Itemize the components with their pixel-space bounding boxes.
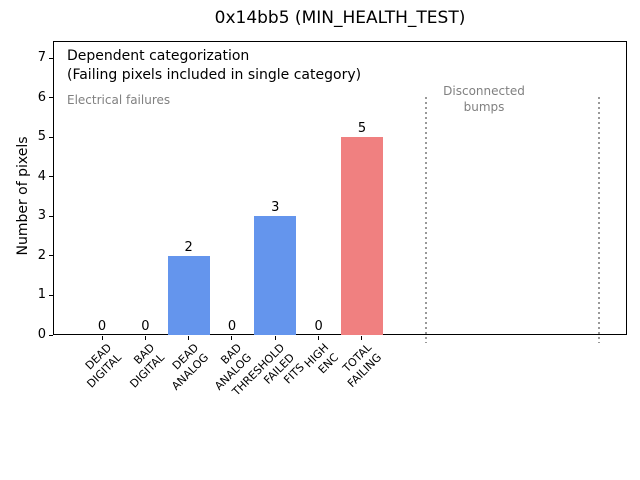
bar — [340, 137, 383, 335]
bar-value-label: 0 — [141, 319, 150, 334]
bar — [167, 255, 210, 335]
x-tick-mark — [231, 336, 233, 340]
y-axis-label: Number of pixels — [15, 136, 31, 256]
annotation-dependent-categorization-line2: (Failing pixels included in single categ… — [67, 67, 362, 83]
bar — [254, 216, 297, 335]
annotation-dependent-categorization-line1: Dependent categorization — [67, 48, 250, 64]
dotted-separator-line-left — [425, 97, 427, 343]
bar-value-label: 0 — [97, 319, 107, 334]
x-tick-mark — [274, 336, 276, 340]
y-tick-label: 4 — [37, 168, 46, 184]
y-tick-mark — [49, 97, 53, 99]
y-tick-label: 0 — [37, 327, 46, 342]
y-tick-mark — [49, 136, 53, 138]
y-tick-label: 3 — [37, 208, 46, 224]
y-tick-mark — [49, 215, 53, 217]
dotted-separator-line-right — [598, 97, 600, 343]
bar-value-label: 0 — [314, 319, 323, 334]
bar-value-label: 2 — [184, 239, 193, 255]
y-tick-label: 7 — [37, 50, 46, 66]
y-tick-label: 6 — [37, 89, 46, 105]
bar-value-label: 0 — [227, 319, 237, 334]
y-tick-mark — [49, 176, 53, 178]
x-tick-mark — [318, 336, 320, 340]
bar-value-label: 3 — [271, 200, 280, 216]
y-tick-mark — [49, 334, 53, 336]
bar-value-label: 5 — [357, 121, 367, 137]
x-tick-label: DEAD DIGITAL — [82, 341, 124, 391]
x-tick-label: BAD DIGITAL — [127, 341, 168, 391]
y-tick-label: 2 — [37, 247, 46, 263]
y-tick-mark — [49, 57, 53, 59]
x-tick-label: TOTAL FAILING — [340, 341, 384, 390]
annotation-disconnected-bumps-line1: Disconnected — [443, 84, 525, 98]
chart-title: 0x14bb5 (MIN_HEALTH_TEST) — [214, 8, 466, 28]
annotation-disconnected-bumps: Disconnected bumps — [443, 84, 525, 115]
y-tick-mark — [49, 294, 53, 296]
y-tick-label: 1 — [37, 287, 46, 303]
annotation-disconnected-bumps-line2: bumps — [463, 99, 505, 114]
y-tick-mark — [49, 255, 53, 257]
plot-area: Dependent categorization (Failing pixels… — [53, 41, 627, 343]
annotation-electrical-failures: Electrical failures — [67, 93, 171, 107]
x-tick-mark — [188, 336, 190, 340]
x-tick-label: HIGH ENC — [301, 341, 341, 377]
y-tick-label: 5 — [37, 129, 46, 145]
x-tick-mark — [361, 336, 363, 340]
x-tick-mark — [144, 336, 146, 340]
x-tick-mark — [101, 336, 103, 340]
x-tick-label: DEAD ANALOG — [168, 341, 211, 393]
